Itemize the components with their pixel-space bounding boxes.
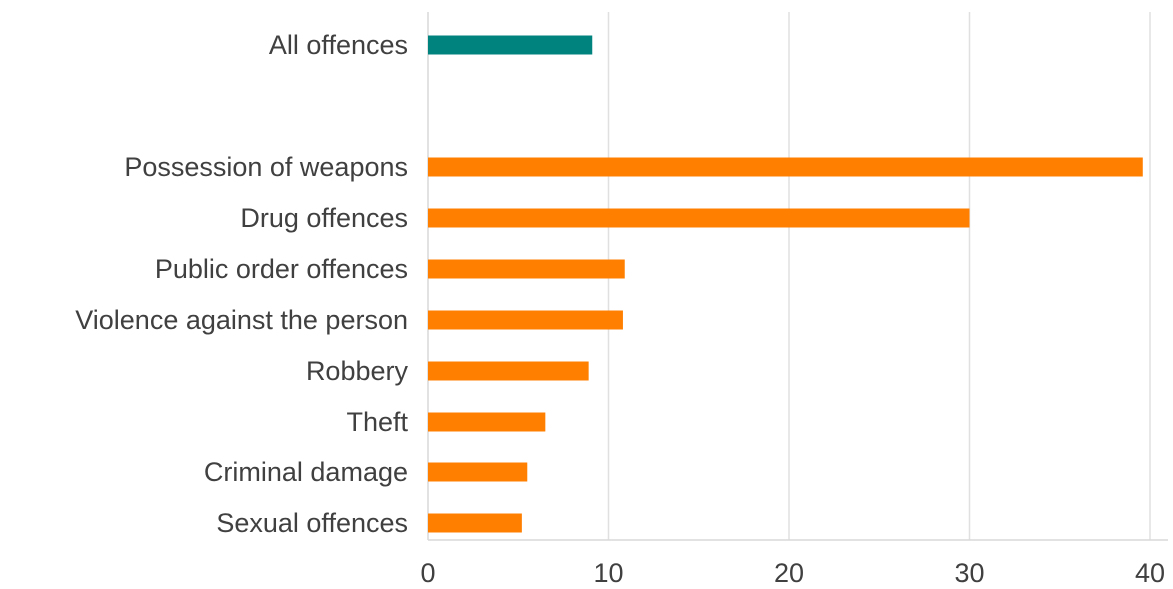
bar-all-offences [428,35,593,55]
category-label: Theft [346,407,408,437]
x-tick-label: 0 [420,558,435,588]
category-label: All offences [269,30,408,60]
x-tick-label: 10 [593,558,623,588]
category-label: Possession of weapons [124,152,408,182]
bar-robbery [428,361,589,381]
category-label: Robbery [306,356,409,386]
bar-theft [428,412,546,432]
category-label: Criminal damage [204,457,408,487]
bars [428,35,1143,533]
category-label: Sexual offences [216,508,408,538]
x-tick-label: 20 [774,558,804,588]
bar-possession-of-weapons [428,157,1143,177]
bar-criminal-damage [428,462,528,482]
x-tick-label: 30 [954,558,984,588]
category-label: Violence against the person [75,305,408,335]
bar-sexual-offences [428,513,522,533]
bar-violence-against-the-person [428,310,623,330]
x-tick-label: 40 [1135,558,1165,588]
category-labels: All offences Possession of weapons Drug of… [75,30,408,538]
category-label: Public order offences [155,254,408,284]
x-axis-ticks: 0 10 20 30 40 [420,558,1165,588]
bar-drug-offences [428,208,970,228]
gridlines [427,12,1168,541]
category-label: Drug offences [240,203,408,233]
bar-public-order-offences [428,259,625,279]
